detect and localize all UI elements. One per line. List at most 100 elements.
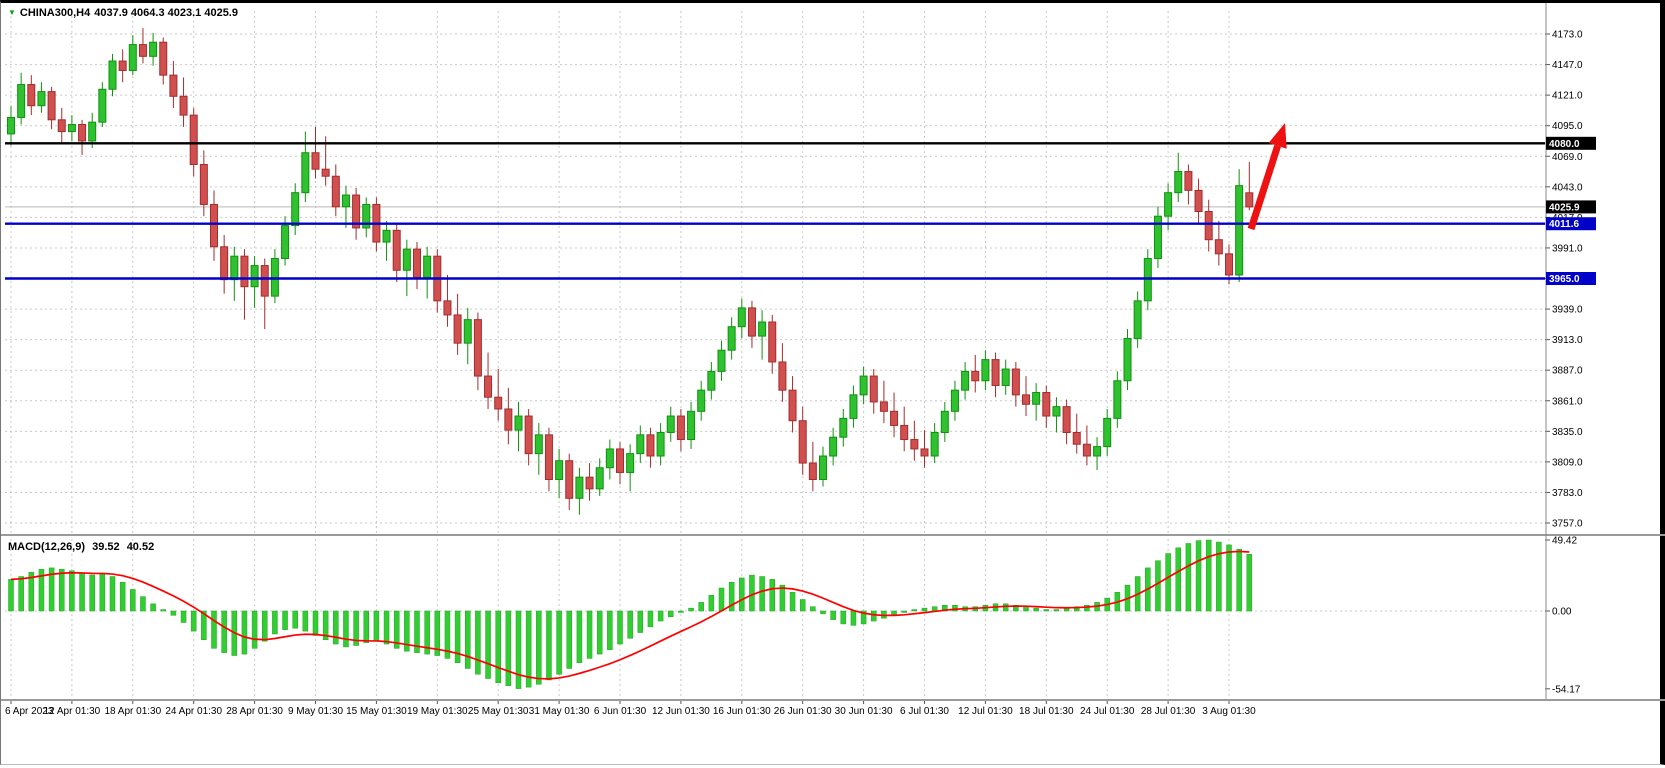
candle-up — [291, 192, 300, 227]
macd-label: MACD(12,26,9) — [8, 541, 86, 553]
macd-histogram-bar — [698, 602, 704, 612]
time-tick-label: 24 Apr 01:30 — [165, 706, 222, 717]
macd-histogram-bar — [728, 582, 735, 612]
candle-up — [1103, 417, 1112, 448]
candle-up — [128, 44, 137, 71]
candle-up — [98, 88, 107, 123]
candle-down — [220, 246, 229, 281]
macd-histogram-bar — [840, 610, 847, 625]
candle-down — [47, 91, 56, 121]
trend-arrow-head[interactable] — [1268, 123, 1287, 149]
candle-down — [473, 319, 482, 377]
candle-down — [900, 424, 909, 441]
candle-up — [839, 417, 848, 438]
macd-histogram-bar — [1165, 553, 1171, 612]
candle-up — [1113, 380, 1122, 419]
macd-histogram-bar — [688, 607, 694, 612]
time-tick-label: 26 Jun 01:30 — [774, 706, 832, 717]
price-tick-label: 4069.0 — [1552, 152, 1583, 163]
candle-down — [1082, 443, 1091, 457]
candle-down — [1022, 394, 1030, 405]
macd-histogram-bar — [525, 610, 532, 688]
price-tick-label: 4043.0 — [1552, 182, 1583, 193]
candle-down — [443, 300, 452, 316]
macd-histogram-bar — [668, 610, 674, 617]
candle-down — [778, 361, 787, 391]
time-tick-label: 6 Apr 2023 — [5, 706, 54, 717]
macd-histogram-bar — [28, 571, 35, 612]
candle-down — [169, 74, 178, 97]
candle-up — [301, 152, 310, 194]
macd-histogram-bar — [739, 577, 745, 612]
macd-histogram-bar — [170, 610, 177, 616]
candle-down — [971, 370, 980, 382]
candle-up — [463, 319, 472, 344]
candle-down — [890, 410, 899, 426]
macd-histogram-bar — [1205, 539, 1212, 612]
candle-down — [159, 41, 168, 76]
price-chart-canvas[interactable]: 4173.04147.04121.04095.04069.04043.04017… — [1, 3, 1665, 768]
time-tick-label: 30 Jun 01:30 — [835, 706, 893, 717]
price-tick-label: 3835.0 — [1552, 427, 1583, 438]
candle-down — [1225, 253, 1233, 276]
macd-histogram-bar — [109, 576, 116, 612]
macd-histogram-bar — [99, 573, 106, 612]
candle-down — [808, 462, 817, 481]
macd-histogram-bar — [637, 610, 644, 633]
candle-up — [1093, 446, 1102, 457]
candle-up — [108, 60, 117, 90]
candle-down — [392, 229, 401, 271]
time-tick-label: 25 May 01:30 — [468, 706, 529, 717]
macd-histogram-bar — [931, 606, 938, 612]
macd-histogram-bar — [1226, 544, 1232, 612]
macd-histogram-bar — [38, 569, 45, 612]
candle-down — [991, 359, 1000, 386]
macd-histogram-bar — [779, 584, 786, 612]
macd-histogram-bar — [333, 610, 339, 645]
candle-down — [179, 95, 188, 116]
candle-up — [37, 91, 46, 107]
macd-histogram-bar — [353, 610, 359, 646]
macd-histogram-bar — [718, 587, 725, 612]
candle-down — [260, 265, 269, 297]
macd-histogram-bar — [424, 610, 430, 655]
macd-histogram-bar — [596, 610, 603, 655]
macd-histogram-bar — [901, 610, 907, 613]
macd-histogram-bar — [190, 610, 197, 632]
price-tick-label: 3783.0 — [1552, 488, 1583, 499]
level-price-label — [1546, 217, 1596, 231]
candle-down — [138, 44, 147, 57]
symbol-dropdown-icon[interactable]: ▼ — [8, 8, 16, 17]
price-tick-label: 4147.0 — [1552, 60, 1583, 71]
candle-up — [67, 124, 76, 133]
candle-up — [534, 434, 543, 455]
macd-histogram-bar — [911, 609, 918, 612]
candle-down — [1194, 189, 1203, 212]
candle-up — [595, 467, 604, 490]
macd-histogram-bar — [576, 610, 583, 663]
level-price-label — [1546, 136, 1596, 150]
candle-up — [758, 321, 767, 337]
candle-down — [1214, 239, 1223, 255]
candle-down — [879, 401, 888, 412]
macd-histogram-bar — [627, 610, 633, 639]
candle-down — [910, 439, 919, 450]
candle-down — [118, 60, 127, 71]
symbol-ohlc: 4037.9 4064.3 4023.1 4025.9 — [94, 7, 238, 19]
candle-down — [1011, 368, 1020, 396]
pane-divider[interactable] — [1, 534, 1665, 536]
candle-down — [565, 460, 574, 499]
time-axis-divider — [1, 699, 1665, 701]
macd-tick-label: 49.42 — [1552, 536, 1577, 547]
macd-histogram-bar — [160, 609, 166, 612]
macd-histogram-bar — [1084, 605, 1090, 612]
candle-down — [869, 375, 878, 403]
candle-up — [859, 375, 868, 396]
trend-arrow-shaft[interactable] — [1247, 144, 1282, 231]
macd-histogram-bar — [485, 610, 491, 679]
candle-up — [149, 41, 158, 57]
candle-down — [484, 375, 493, 398]
macd-histogram-bar — [272, 610, 278, 635]
candle-down — [321, 168, 330, 177]
macd-histogram-bar — [1195, 540, 1202, 612]
